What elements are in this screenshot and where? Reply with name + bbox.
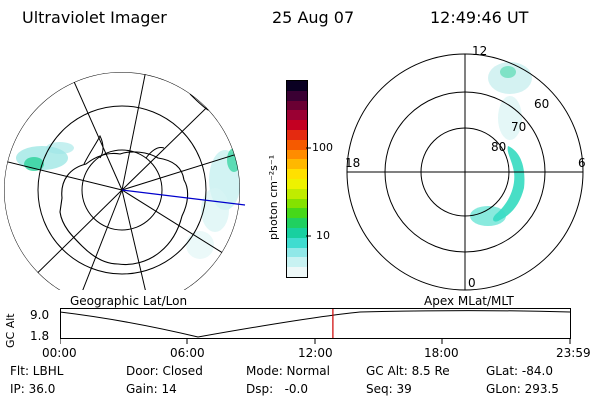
colorbar-segment bbox=[287, 227, 307, 238]
colorbar-segment bbox=[287, 178, 307, 189]
colorbar bbox=[286, 80, 308, 278]
gc-alt-info: GC Alt: 8.5 Re bbox=[366, 364, 450, 378]
colorbar-segment bbox=[287, 149, 307, 160]
mlt-label-18: 18 bbox=[345, 156, 361, 170]
colorbar-segment bbox=[287, 139, 307, 150]
colorbar-segment bbox=[287, 257, 307, 268]
colorbar-segment bbox=[287, 208, 307, 219]
colorbar-segment bbox=[287, 110, 307, 121]
observation-date: 25 Aug 07 bbox=[272, 8, 355, 27]
altitude-tick-low: 1.8 bbox=[30, 329, 50, 343]
mlt-label-0: 0 bbox=[468, 276, 476, 290]
colorbar-segment bbox=[287, 198, 307, 209]
colorbar-segment bbox=[287, 129, 307, 140]
aurora-emission-right bbox=[470, 62, 532, 226]
geographic-map bbox=[4, 72, 246, 290]
geographic-map-caption: Geographic Lat/Lon bbox=[70, 294, 188, 308]
altitude-curve bbox=[60, 310, 571, 338]
altitude-tick-high: 9.0 bbox=[30, 308, 50, 322]
colorbar-segment bbox=[287, 267, 307, 277]
colorbar-segment bbox=[287, 120, 307, 130]
door-info: Door: Closed bbox=[126, 364, 203, 378]
colorbar-segment bbox=[287, 81, 307, 91]
mode-info: Mode: Normal bbox=[246, 364, 330, 378]
magnetic-map bbox=[346, 53, 584, 291]
mlat-label-80: 80 bbox=[491, 140, 507, 154]
time-tick-0600: 06:00 bbox=[170, 346, 205, 360]
colorbar-segment bbox=[287, 169, 307, 179]
colorbar-segment bbox=[287, 100, 307, 111]
seq-info: Seq: 39 bbox=[366, 382, 412, 396]
mlat-label-60: 60 bbox=[534, 97, 550, 111]
colorbar-segment bbox=[287, 188, 307, 199]
time-tick-1200: 12:00 bbox=[298, 346, 333, 360]
colorbar-segment bbox=[287, 159, 307, 170]
mlt-label-12: 12 bbox=[472, 44, 488, 58]
time-tick-2359: 23:59 bbox=[556, 346, 591, 360]
observation-time: 12:49:46 UT bbox=[430, 8, 529, 27]
colorbar-ticks bbox=[306, 147, 311, 237]
colorbar-segment bbox=[287, 218, 307, 228]
dsp-info: Dsp: -0.0 bbox=[246, 382, 309, 396]
mlt-label-6: 6 bbox=[578, 156, 586, 170]
glat-info: GLat: -84.0 bbox=[486, 364, 553, 378]
magnetic-map-caption: Apex MLat/MLT bbox=[424, 294, 514, 308]
colorbar-tick-10: 10 bbox=[316, 229, 330, 242]
instrument-title: Ultraviolet Imager bbox=[22, 8, 167, 27]
geographic-map-grid bbox=[4, 72, 240, 290]
time-tick-1800: 18:00 bbox=[424, 346, 459, 360]
colorbar-segment bbox=[287, 90, 307, 101]
altitude-axis-label: GC Alt bbox=[4, 313, 17, 348]
colorbar-tick-100: 100 bbox=[312, 141, 333, 154]
colorbar-segment bbox=[287, 237, 307, 248]
colorbar-segment bbox=[287, 247, 307, 258]
colorbar-unit-label: photon cm⁻²s⁻¹ bbox=[267, 154, 280, 240]
ip-info: IP: 36.0 bbox=[10, 382, 56, 396]
filter-info: Flt: LBHL bbox=[10, 364, 64, 378]
mlat-label-70: 70 bbox=[511, 120, 527, 134]
altitude-plot bbox=[60, 308, 571, 344]
sun-direction-line bbox=[121, 189, 246, 206]
aurora-emission-left bbox=[16, 142, 240, 259]
time-tick-0000: 00:00 bbox=[42, 346, 77, 360]
gain-info: Gain: 14 bbox=[126, 382, 177, 396]
glon-info: GLon: 293.5 bbox=[486, 382, 559, 396]
